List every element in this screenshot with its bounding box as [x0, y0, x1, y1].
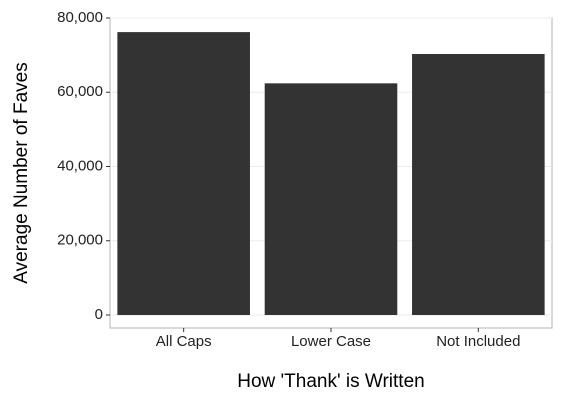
- y-tick-label: 20,000: [57, 232, 103, 249]
- x-tick-label: Lower Case: [291, 333, 371, 350]
- y-axis-title: Average Number of Faves: [11, 62, 32, 283]
- x-axis-title: How 'Thank' is Written: [237, 371, 424, 392]
- y-tick-label: 40,000: [57, 157, 103, 174]
- y-tick-label: 80,000: [57, 9, 103, 26]
- bar: [117, 32, 250, 316]
- x-tick-label: Not Included: [436, 333, 520, 350]
- y-tick-label: 60,000: [57, 83, 103, 100]
- x-tick-label: All Caps: [156, 333, 212, 350]
- bar: [264, 83, 398, 316]
- bar: [412, 54, 545, 316]
- y-tick-label: 0: [95, 306, 103, 323]
